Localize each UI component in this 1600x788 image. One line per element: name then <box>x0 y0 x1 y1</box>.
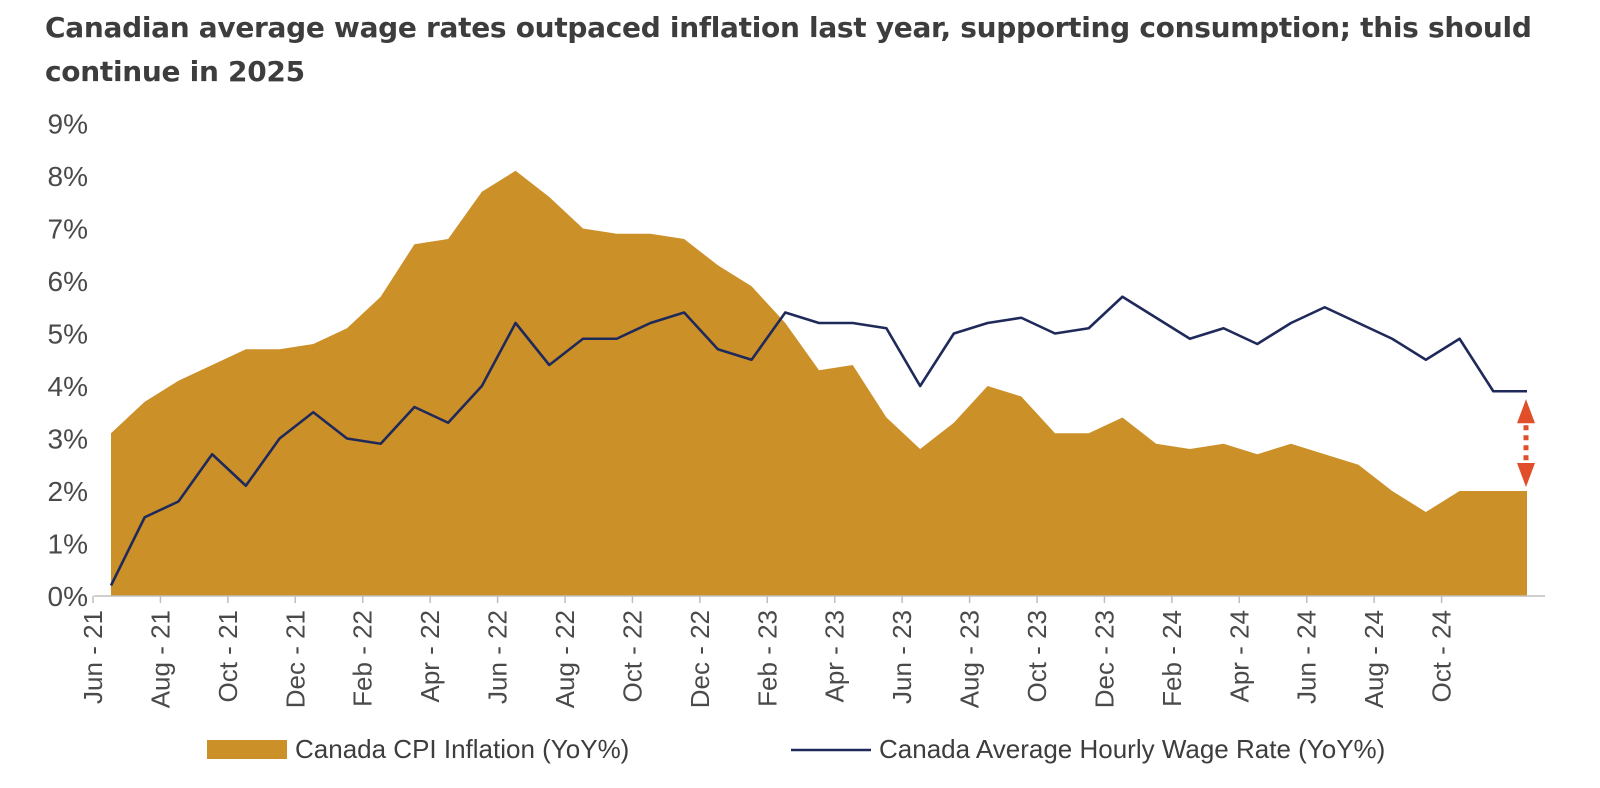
cpi-area-layer <box>111 170 1527 596</box>
x-tick-label: Oct - 22 <box>617 610 647 702</box>
x-tick-label: Oct - 23 <box>1022 610 1052 702</box>
y-tick-label: 3% <box>48 424 88 455</box>
x-tick-label: Jun - 21 <box>78 610 108 704</box>
x-tick-label: Apr - 24 <box>1224 610 1254 703</box>
x-tick-label: Jun - 24 <box>1292 610 1322 704</box>
y-tick-label: 0% <box>48 581 88 612</box>
x-tick-label: Dec - 23 <box>1089 610 1119 708</box>
cpi-inflation-area <box>111 170 1527 596</box>
x-tick-label: Jun - 23 <box>887 610 917 704</box>
arrow-head-up <box>1517 399 1535 424</box>
legend-swatch-cpi <box>207 740 287 759</box>
wage-line-layer <box>109 295 1527 587</box>
x-tick-label: Aug - 23 <box>955 610 985 708</box>
x-tick-label: Dec - 21 <box>280 610 310 708</box>
legend-label-cpi: Canada CPI Inflation (YoY%) <box>295 734 629 764</box>
legend: Canada CPI Inflation (YoY%) Canada Averag… <box>207 734 1385 764</box>
y-tick-label: 5% <box>48 319 88 350</box>
x-tick-label: Feb - 23 <box>752 610 782 707</box>
wage-rate-line <box>109 295 1527 587</box>
x-tick-label: Feb - 24 <box>1157 610 1187 707</box>
x-tick-label: Jun - 22 <box>483 610 513 704</box>
legend-label-wage: Canada Average Hourly Wage Rate (YoY%) <box>879 734 1385 764</box>
x-tick-label: Feb - 22 <box>348 610 378 707</box>
x-tick-label: Oct - 21 <box>213 610 243 702</box>
chart-title: Canadian average wage rates outpaced inf… <box>45 11 1532 88</box>
x-tick-label: Dec - 22 <box>685 610 715 708</box>
y-tick-label: 6% <box>48 266 88 297</box>
axes: 0% 1% 2% 3% 4% 5% 6% 7% 8% 9% Jun - 21 Aug - 21 Oct … <box>48 109 1545 708</box>
y-tick-label: 8% <box>48 161 88 192</box>
x-tick-label: Aug - 24 <box>1359 610 1389 708</box>
x-tick-label: Aug - 21 <box>145 610 175 708</box>
y-tick-label: 1% <box>48 529 88 560</box>
arrow-head-down <box>1517 463 1535 487</box>
y-tick-label: 2% <box>48 476 88 507</box>
y-tick-label: 7% <box>48 214 88 245</box>
x-tick-label: Aug - 22 <box>550 610 580 708</box>
x-tick-label: Oct - 24 <box>1427 610 1457 702</box>
y-tick-label: 9% <box>48 109 88 140</box>
y-tick-label: 4% <box>48 371 88 402</box>
x-tick-label: Apr - 22 <box>415 610 445 703</box>
x-tick-label: Apr - 23 <box>820 610 850 703</box>
gap-annotation <box>1517 399 1535 487</box>
